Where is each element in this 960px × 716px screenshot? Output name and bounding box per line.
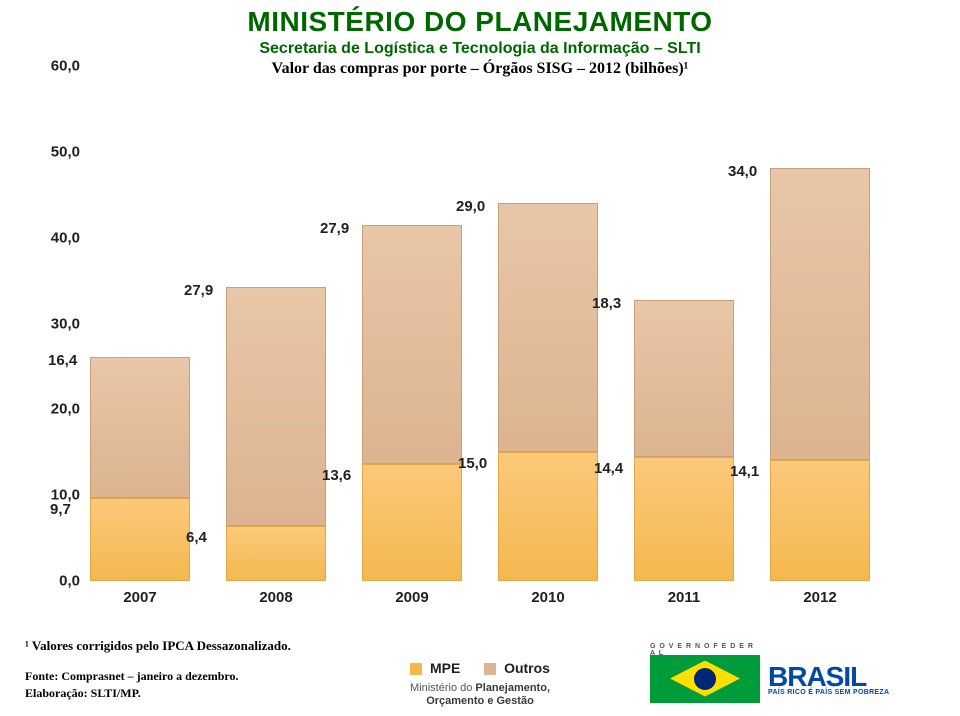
bar-label-mpe: 15,0 — [458, 455, 487, 472]
x-tick-label: 2009 — [362, 589, 462, 606]
x-tick-label: 2010 — [498, 589, 598, 606]
y-tick-label: 60,0 — [30, 58, 80, 75]
bar-outros — [634, 300, 734, 457]
bar-outros — [770, 168, 870, 460]
plot-area: 9,716,420076,427,9200813,627,9200915,029… — [90, 66, 910, 581]
footnote: ¹ Valores corrigidos pelo IPCA Dessazona… — [25, 638, 291, 654]
bar-label-mpe: 6,4 — [186, 529, 207, 546]
bar-label-mpe: 14,4 — [594, 460, 623, 477]
bar-mpe — [362, 464, 462, 581]
bar-outros — [498, 203, 598, 452]
chart: 0,010,020,030,040,050,060,0 9,716,420076… — [30, 66, 930, 606]
footer-center-line2: Orçamento e Gestão — [426, 695, 534, 707]
bar-mpe — [90, 498, 190, 581]
legend-swatch-outros — [484, 663, 496, 675]
page-title: MINISTÉRIO DO PLANEJAMENTO — [0, 6, 960, 38]
source-line-2: Elaboração: SLTI/MP. — [25, 685, 239, 702]
bar-mpe — [498, 452, 598, 581]
bar-label-outros: 27,9 — [320, 220, 349, 237]
legend-label-outros: Outros — [504, 660, 550, 676]
bar-outros — [362, 225, 462, 464]
bar-label-outros: 29,0 — [456, 198, 485, 215]
legend-item-outros: Outros — [484, 660, 550, 676]
page-subtitle-1: Secretaria de Logística e Tecnologia da … — [0, 40, 960, 58]
y-tick-label: 50,0 — [30, 143, 80, 160]
bar-label-outros: 18,3 — [592, 295, 621, 312]
footer-center-line1-bold: Planejamento, — [475, 682, 550, 694]
source-line-1: Fonte: Comprasnet – janeiro a dezembro. — [25, 668, 239, 685]
y-tick-label: 0,0 — [30, 573, 80, 590]
bar-label-outros: 27,9 — [184, 282, 213, 299]
bar-mpe — [634, 457, 734, 581]
footer-center-line1: Ministério do — [410, 682, 475, 694]
bar-label-mpe: 13,6 — [322, 467, 351, 484]
x-tick-label: 2012 — [770, 589, 870, 606]
bar-label-mpe: 9,7 — [50, 501, 71, 518]
government-logo: G O V E R N O F E D E R A L BRASIL PAÍS … — [650, 651, 930, 706]
y-tick-label: 40,0 — [30, 229, 80, 246]
x-tick-label: 2011 — [634, 589, 734, 606]
legend-item-mpe: MPE — [410, 660, 460, 676]
bar-label-mpe: 14,1 — [730, 463, 759, 480]
gov-logo-tag: PAÍS RICO É PAÍS SEM POBREZA — [768, 689, 889, 696]
x-tick-label: 2007 — [90, 589, 190, 606]
bar-outros — [90, 357, 190, 498]
y-tick-label: 20,0 — [30, 401, 80, 418]
bar-label-outros: 16,4 — [48, 352, 77, 369]
legend-label-mpe: MPE — [430, 660, 460, 676]
bar-outros — [226, 287, 326, 526]
y-tick-label: 30,0 — [30, 315, 80, 332]
x-tick-label: 2008 — [226, 589, 326, 606]
legend-swatch-mpe — [410, 663, 422, 675]
bar-mpe — [770, 460, 870, 581]
bar-label-outros: 34,0 — [728, 163, 757, 180]
source-block: Fonte: Comprasnet – janeiro a dezembro. … — [25, 668, 239, 702]
bar-mpe — [226, 526, 326, 581]
brazil-flag-icon — [650, 655, 760, 703]
footer-center: Ministério do Planejamento, Orçamento e … — [410, 682, 550, 708]
